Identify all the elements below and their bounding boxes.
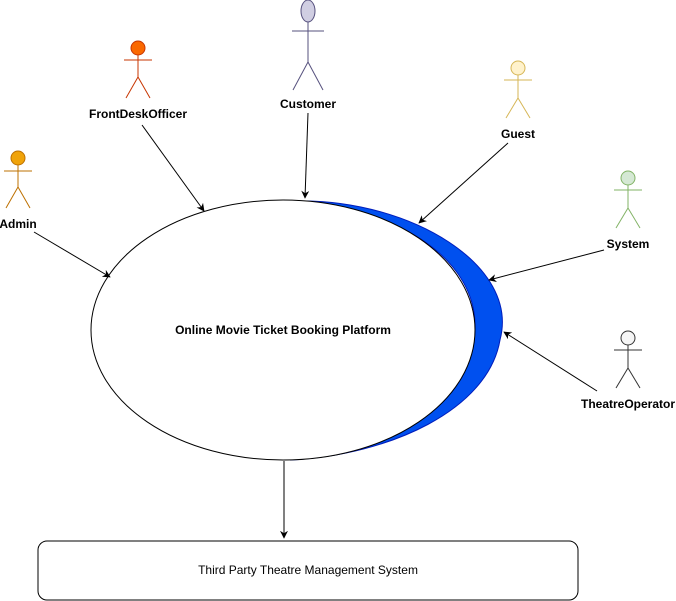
actor-head-icon [620,170,636,186]
external-system-label: Third Party Theatre Management System [198,563,418,577]
actor-leg-right [627,207,641,229]
actor-leg-right [307,61,324,91]
connector-guest [418,142,509,224]
actor-head-icon [130,40,146,56]
actor-leg-right [627,367,641,389]
actor-leg-left [5,186,19,209]
system-label: Online Movie Ticket Booking Platform [175,323,391,337]
system-ellipse[interactable] [90,199,476,461]
actor-head-icon [620,330,636,346]
actor-front-desk-officer[interactable]: FrontDeskOfficer [89,40,187,121]
actor-label: Guest [501,127,535,141]
system-boundary[interactable]: Online Movie Ticket Booking Platform [90,199,476,461]
actor-admin[interactable]: Admin [0,150,37,231]
actor-leg-left [125,76,139,99]
actor-label: Admin [0,217,37,231]
actor-leg-left [615,367,629,389]
connector-system [488,249,605,283]
connector-front-desk-officer [141,124,205,212]
actor-label: FrontDeskOfficer [89,107,187,121]
actor-leg-left [505,97,519,119]
connector-theatre-operator [503,331,598,392]
actor-leg-left [292,61,309,91]
actor-leg-right [517,97,531,119]
actor-label: TheatreOperator [581,397,675,411]
external-system-box[interactable]: Third Party Theatre Management System [37,540,579,601]
actor-leg-right [17,186,31,209]
actor-head-icon [300,0,316,23]
actor-customer[interactable]: Customer [280,0,336,111]
actor-system[interactable]: System [607,170,650,251]
external-system-rect[interactable] [37,540,579,601]
actor-leg-right [137,76,151,99]
actor-head-icon [10,150,26,166]
actor-head-icon [510,60,526,76]
connector-admin [33,231,111,278]
actor-leg-left [615,207,629,229]
actor-theatre-operator[interactable]: TheatreOperator [581,330,675,411]
actor-label: System [607,237,650,251]
actor-label: Customer [280,97,336,111]
connector-customer [301,112,310,199]
actor-guest[interactable]: Guest [501,60,535,141]
